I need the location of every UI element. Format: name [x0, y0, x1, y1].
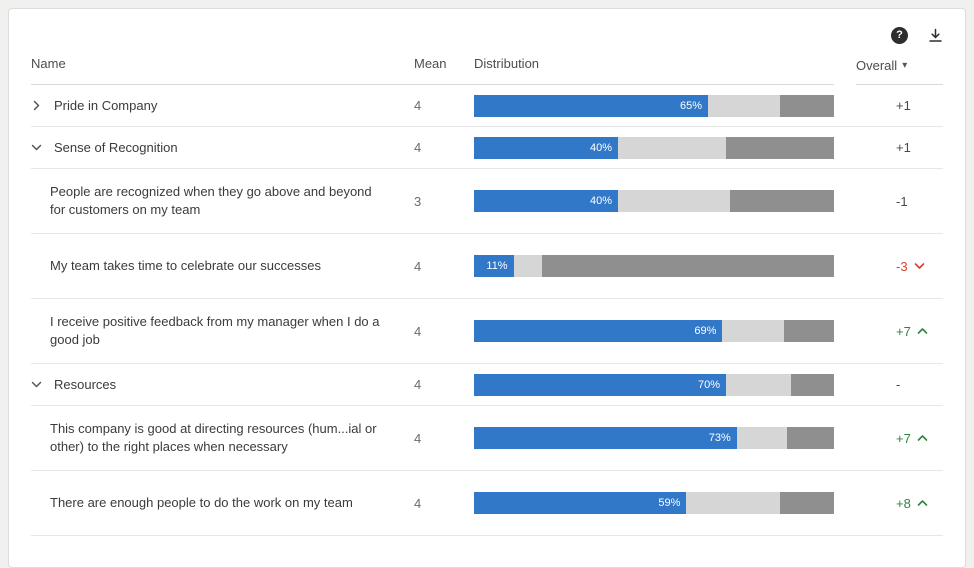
- overall-value: +1: [896, 140, 911, 155]
- row-mean: 4: [414, 323, 422, 339]
- table-body: Pride in Company 4 65% +1 Sense of Recog…: [31, 85, 943, 536]
- favorable-percent-label: 40%: [589, 141, 612, 154]
- distribution-bar: 73%: [474, 427, 834, 449]
- report-card: ? Name Mean Distribution Overall ▾ Pride …: [8, 8, 966, 568]
- expand-chevron-icon[interactable]: [31, 379, 43, 390]
- row-name: Resources: [54, 376, 117, 392]
- favorable-percent-label: 59%: [658, 497, 681, 509]
- unfavorable-segment: [787, 427, 834, 449]
- table-row[interactable]: This company is good at directing resour…: [31, 406, 943, 471]
- favorable-segment: 70%: [474, 373, 726, 396]
- table-row[interactable]: Pride in Company 4 65% +1: [31, 85, 943, 127]
- favorable-percent-label: 40%: [589, 195, 612, 207]
- expand-chevron-icon[interactable]: [31, 142, 43, 153]
- table-row[interactable]: I receive positive feedback from my mana…: [31, 299, 943, 364]
- distribution-bar: 11%: [474, 255, 834, 277]
- overall-value: -: [896, 377, 901, 392]
- neutral-segment: [618, 136, 726, 159]
- column-header-distribution: Distribution: [474, 56, 540, 71]
- toolbar: ?: [31, 9, 943, 45]
- row-name: Sense of Recognition: [54, 139, 178, 155]
- table-row[interactable]: Resources 4 70% -: [31, 364, 943, 406]
- overall-value: +1: [896, 98, 911, 113]
- trend-icon: [917, 434, 928, 442]
- unfavorable-segment: [783, 320, 834, 342]
- trend-icon: [917, 499, 928, 507]
- row-mean: 4: [414, 377, 422, 392]
- table-row[interactable]: People are recognized when they go above…: [31, 169, 943, 234]
- overall-value: +7: [896, 323, 911, 339]
- neutral-segment: [736, 427, 788, 449]
- neutral-segment: [618, 190, 730, 212]
- row-name: This company is good at directing resour…: [50, 421, 377, 454]
- unfavorable-segment: [790, 373, 834, 396]
- row-mean: 3: [414, 193, 422, 209]
- row-name: Pride in Company: [54, 97, 158, 113]
- neutral-segment: [726, 373, 791, 396]
- download-icon[interactable]: [928, 28, 943, 43]
- table-row[interactable]: There are enough people to do the work o…: [31, 471, 943, 536]
- favorable-percent-label: 11%: [486, 260, 508, 272]
- table-row[interactable]: My team takes time to celebrate our succ…: [31, 234, 943, 299]
- distribution-bar: 59%: [474, 492, 834, 514]
- distribution-bar: 65%: [474, 94, 834, 117]
- row-name: My team takes time to celebrate our succ…: [50, 258, 321, 274]
- row-name: People are recognized when they go above…: [50, 184, 372, 217]
- column-header-mean: Mean: [414, 56, 447, 71]
- table-header: Name Mean Distribution Overall ▾: [31, 55, 943, 85]
- row-mean: 4: [414, 258, 422, 274]
- neutral-segment: [708, 94, 780, 117]
- overall-value: -3: [896, 258, 908, 274]
- trend-icon: [917, 327, 928, 335]
- sort-caret-icon: ▾: [902, 60, 908, 71]
- favorable-segment: 65%: [474, 94, 708, 117]
- distribution-bar: 40%: [474, 190, 834, 212]
- unfavorable-segment: [729, 190, 834, 212]
- unfavorable-segment: [779, 492, 834, 514]
- column-header-name: Name: [31, 56, 66, 71]
- favorable-percent-label: 69%: [694, 325, 717, 337]
- neutral-segment: [513, 255, 543, 277]
- overall-value: -1: [896, 193, 908, 209]
- row-mean: 4: [414, 140, 422, 155]
- neutral-segment: [686, 492, 780, 514]
- overall-value: +8: [896, 495, 911, 511]
- favorable-segment: 40%: [474, 190, 618, 212]
- favorable-segment: 40%: [474, 136, 618, 159]
- neutral-segment: [722, 320, 784, 342]
- row-name: I receive positive feedback from my mana…: [50, 314, 380, 347]
- expand-chevron-icon[interactable]: [31, 100, 43, 111]
- distribution-bar: 70%: [474, 373, 834, 396]
- trend-icon: [914, 262, 925, 270]
- favorable-percent-label: 65%: [679, 99, 702, 112]
- favorable-percent-label: 70%: [697, 378, 720, 391]
- row-name: There are enough people to do the work o…: [50, 495, 353, 511]
- favorable-segment: 11%: [474, 255, 514, 277]
- unfavorable-segment: [726, 136, 834, 159]
- unfavorable-segment: [780, 94, 834, 117]
- distribution-bar: 69%: [474, 320, 834, 342]
- row-mean: 4: [414, 98, 422, 113]
- favorable-segment: 69%: [474, 320, 723, 342]
- column-header-overall[interactable]: Overall ▾: [856, 58, 943, 85]
- table-row[interactable]: Sense of Recognition 4 40% +1: [31, 127, 943, 169]
- favorable-segment: 73%: [474, 427, 737, 449]
- overall-value: +7: [896, 430, 911, 446]
- favorable-segment: 59%: [474, 492, 687, 514]
- favorable-percent-label: 73%: [708, 432, 731, 444]
- help-icon[interactable]: ?: [891, 26, 908, 44]
- unfavorable-segment: [542, 255, 834, 277]
- row-mean: 4: [414, 495, 422, 511]
- distribution-bar: 40%: [474, 136, 834, 159]
- row-mean: 4: [414, 430, 422, 446]
